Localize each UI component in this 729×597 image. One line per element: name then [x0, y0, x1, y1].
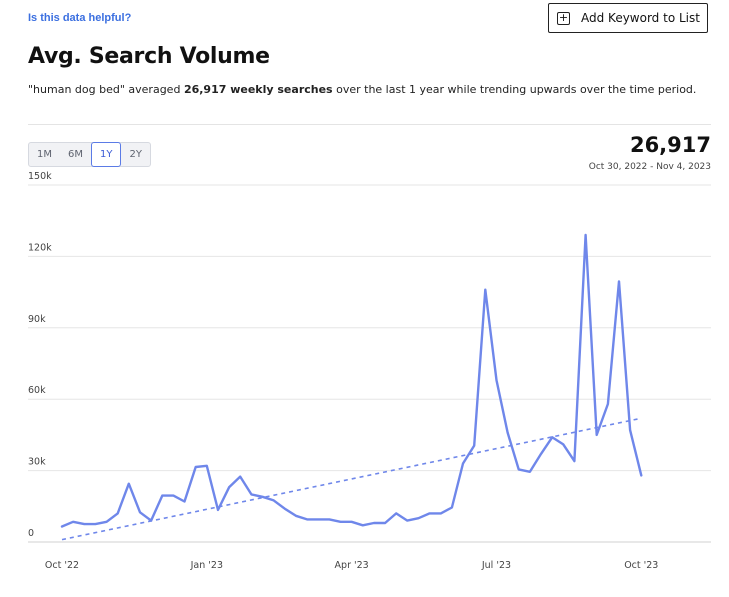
y-tick-label: 30k: [28, 457, 46, 468]
y-tick-label: 60k: [28, 385, 46, 396]
x-tick-label: Jan '23: [190, 560, 223, 571]
time-range-selector: 1M 6M 1Y 2Y: [28, 142, 151, 167]
plus-square-icon: +: [557, 11, 570, 25]
section-title: Avg. Search Volume: [28, 44, 270, 69]
range-button-6m[interactable]: 6M: [68, 149, 83, 160]
divider: [28, 124, 711, 125]
weekly-searches-highlight: 26,917 weekly searches: [183, 83, 333, 96]
range-button-2y[interactable]: 2Y: [129, 149, 142, 160]
y-tick-label: 0: [28, 528, 34, 539]
add-keyword-to-list-button[interactable]: + Add Keyword to List: [548, 3, 708, 33]
average-volume-value: 26,917: [629, 133, 711, 157]
x-tick-label: Oct '23: [624, 560, 658, 571]
add-keyword-label: Add Keyword to List: [581, 11, 700, 25]
x-tick-label: Apr '23: [335, 560, 369, 571]
desc-mid-text: averaged: [124, 83, 184, 96]
x-tick-label: Oct '22: [45, 560, 79, 571]
trend-line: [61, 417, 642, 541]
range-button-1y[interactable]: 1Y: [91, 142, 122, 167]
series-line: [60, 233, 643, 528]
date-range-label: Oct 30, 2022 - Nov 4, 2023: [588, 162, 711, 172]
y-tick-label: 120k: [28, 242, 52, 253]
keyword-text: "human dog bed": [28, 83, 125, 96]
y-tick-label: 150k: [28, 171, 52, 182]
x-tick-label: Jul '23: [481, 560, 511, 571]
range-button-1m[interactable]: 1M: [37, 149, 52, 160]
desc-end-text: over the last 1 year while trending upwa…: [332, 83, 697, 96]
y-tick-label: 90k: [28, 314, 46, 325]
summary-description: "human dog bed" averaged 26,917 weekly s…: [28, 82, 698, 98]
data-helpful-link[interactable]: Is this data helpful?: [28, 12, 132, 24]
